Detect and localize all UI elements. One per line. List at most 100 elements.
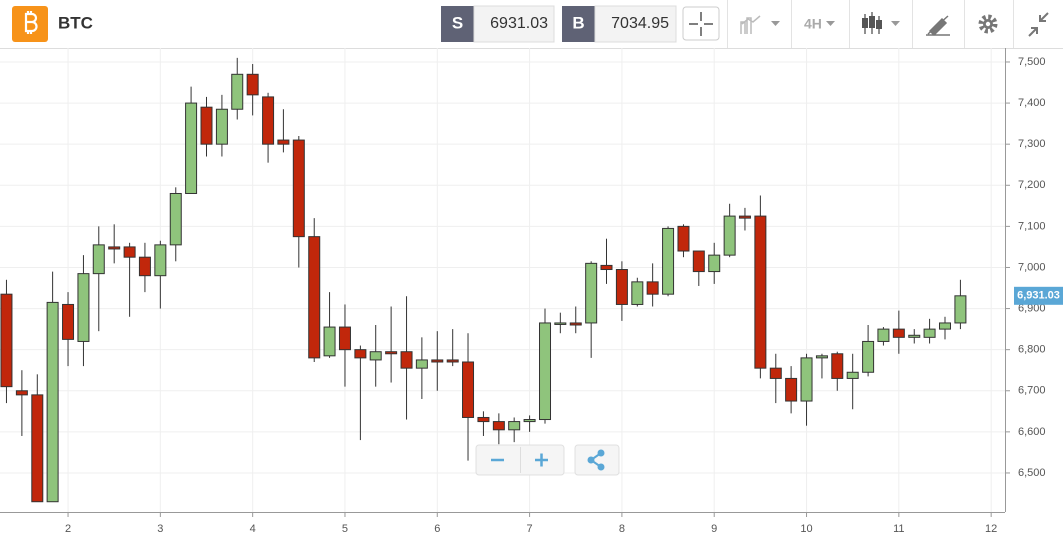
share-icon bbox=[597, 463, 605, 471]
candle-body bbox=[231, 73, 244, 110]
candle-body bbox=[46, 301, 59, 503]
crosshair-button[interactable] bbox=[682, 6, 720, 41]
dropdown-arrow bbox=[826, 21, 835, 26]
candle-body bbox=[923, 328, 936, 338]
zoom-in-button[interactable] bbox=[535, 453, 548, 467]
candle-body bbox=[662, 227, 675, 295]
candle-body bbox=[877, 328, 890, 342]
timeframe[interactable]: 4H bbox=[804, 16, 822, 32]
candle-body bbox=[277, 139, 290, 145]
candle-body bbox=[723, 215, 736, 256]
y-tick-label: 7,000 bbox=[1018, 261, 1046, 273]
x-tick-label: 4 bbox=[250, 523, 256, 535]
x-tick-label: 10 bbox=[800, 523, 812, 535]
candle-body bbox=[108, 246, 121, 250]
toolbar-separators bbox=[727, 0, 1014, 48]
candle-body bbox=[77, 273, 90, 342]
candle-body bbox=[200, 106, 213, 145]
x-tick-label: 9 bbox=[711, 523, 717, 535]
candle-body bbox=[846, 371, 859, 379]
share-icon bbox=[597, 449, 605, 457]
chart-type-button[interactable] bbox=[740, 15, 761, 34]
y-tick-label: 7,400 bbox=[1018, 97, 1046, 109]
candle-body bbox=[954, 295, 967, 324]
candle-body bbox=[369, 351, 382, 361]
draw-button[interactable] bbox=[926, 15, 950, 37]
candle-body bbox=[585, 262, 598, 324]
candle-body bbox=[462, 361, 475, 418]
candle-body bbox=[831, 353, 844, 379]
candle-body bbox=[646, 281, 659, 295]
y-tick-label: 6,900 bbox=[1018, 302, 1046, 314]
y-tick-label: 6,700 bbox=[1018, 385, 1046, 397]
candle-body bbox=[631, 281, 644, 305]
sell-button[interactable] bbox=[441, 6, 474, 42]
candle-body bbox=[154, 244, 167, 277]
candle-body bbox=[862, 340, 875, 373]
candle-body bbox=[492, 421, 505, 431]
candle-body bbox=[708, 254, 721, 273]
candle-body bbox=[508, 421, 521, 431]
x-tick-label: 2 bbox=[65, 523, 71, 535]
x-tick-label: 8 bbox=[619, 523, 625, 535]
sell-label: S bbox=[452, 13, 463, 32]
candle-body bbox=[92, 244, 105, 275]
candle-body bbox=[169, 192, 182, 246]
last-price-box bbox=[1014, 286, 1063, 305]
y-tick-label: 7,200 bbox=[1018, 179, 1046, 191]
candle-body bbox=[477, 416, 490, 423]
share-icon bbox=[587, 456, 595, 464]
y-tick-label: 7,500 bbox=[1018, 56, 1046, 68]
x-tick-label: 12 bbox=[985, 523, 997, 535]
settings-button[interactable] bbox=[978, 14, 998, 34]
sell-price-box[interactable] bbox=[473, 5, 555, 43]
collapse-button[interactable] bbox=[1028, 12, 1049, 37]
candle-body bbox=[185, 102, 198, 194]
dropdown-arrow bbox=[891, 21, 900, 26]
candle-body bbox=[0, 293, 13, 388]
candle-body bbox=[615, 269, 628, 305]
candle-body bbox=[431, 359, 444, 363]
candle-body bbox=[600, 264, 613, 271]
buy-price: 7034.95 bbox=[611, 15, 669, 32]
candle-body bbox=[262, 96, 275, 145]
candle-body bbox=[123, 246, 136, 258]
candle-body bbox=[892, 328, 905, 338]
candle-body bbox=[215, 108, 228, 145]
candle-body bbox=[754, 215, 767, 369]
y-tick-label: 6,800 bbox=[1018, 344, 1046, 356]
candle-body bbox=[62, 303, 75, 340]
x-tick-label: 3 bbox=[157, 523, 163, 535]
y-tick-label: 6,500 bbox=[1018, 467, 1046, 479]
candle-body bbox=[800, 357, 813, 402]
candle-body bbox=[554, 322, 567, 325]
candle-body bbox=[308, 236, 321, 359]
candle-body bbox=[292, 139, 305, 238]
x-tick-label: 5 bbox=[342, 523, 348, 535]
x-tick-label: 11 bbox=[893, 523, 904, 535]
sell-price: 6931.03 bbox=[490, 15, 548, 32]
share-button[interactable] bbox=[574, 444, 620, 476]
x-tick-label: 7 bbox=[527, 523, 533, 535]
candles-icon bbox=[862, 18, 868, 28]
btc-glyph bbox=[24, 11, 38, 34]
candle-body bbox=[523, 419, 536, 423]
candle-body bbox=[138, 256, 151, 277]
candle-body bbox=[415, 359, 428, 369]
candle-body bbox=[385, 351, 398, 355]
y-tick-label: 7,100 bbox=[1018, 220, 1046, 232]
buy-label: B bbox=[572, 13, 584, 32]
buy-price-box[interactable] bbox=[594, 5, 677, 43]
candle-body bbox=[938, 322, 951, 330]
dropdown-arrow bbox=[771, 21, 780, 26]
candle-body bbox=[539, 322, 552, 421]
y-tick-label: 6,600 bbox=[1018, 426, 1046, 438]
candle-body bbox=[446, 359, 459, 363]
candles-icon bbox=[869, 16, 875, 28]
candle-body bbox=[738, 215, 751, 219]
candle-body bbox=[569, 322, 582, 326]
last-price-label: 6,931.03 bbox=[1017, 290, 1060, 302]
buy-button[interactable] bbox=[562, 6, 595, 42]
candle-body bbox=[785, 377, 798, 402]
